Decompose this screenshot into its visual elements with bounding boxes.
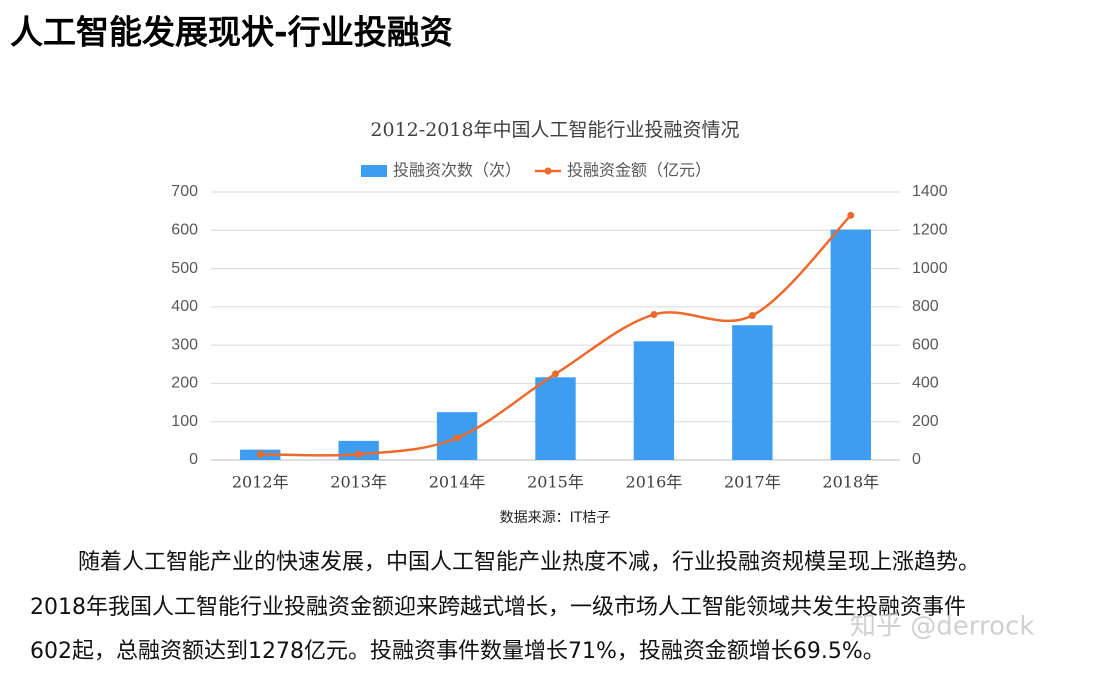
bar bbox=[732, 325, 773, 460]
x-tick-label: 2016年 bbox=[626, 473, 683, 492]
y2-tick-label: 1200 bbox=[912, 222, 948, 239]
legend-label: 投融资次数（次） bbox=[393, 161, 521, 180]
y2-tick-label: 0 bbox=[912, 451, 921, 468]
watermark: 知乎 @derrock bbox=[850, 612, 1034, 642]
slide-title: 人工智能发展现状-行业投融资 bbox=[10, 13, 453, 52]
paragraph-line: 602起，总融资额达到1278亿元。投融资事件数量增长71%，投融资金额增长69… bbox=[30, 639, 885, 664]
line-marker bbox=[748, 311, 756, 319]
y-tick-label: 500 bbox=[171, 260, 198, 277]
source: 数据来源：IT桔子 bbox=[500, 510, 611, 526]
y-tick-label: 0 bbox=[189, 451, 198, 468]
paragraph-line: 随着人工智能产业的快速发展，中国人工智能产业热度不减，行业投融资规模呈现上涨趋势… bbox=[78, 550, 980, 575]
y2-tick-label: 200 bbox=[912, 413, 939, 430]
y2-tick-label: 600 bbox=[912, 336, 939, 353]
bar bbox=[830, 229, 871, 460]
x-tick-label: 2015年 bbox=[527, 473, 584, 492]
y-tick-label: 200 bbox=[171, 375, 198, 392]
x-tick-label: 2012年 bbox=[232, 473, 289, 492]
bar bbox=[535, 377, 576, 460]
y2-tick-label: 400 bbox=[912, 375, 939, 392]
x-tick-label: 2018年 bbox=[822, 473, 879, 492]
y2-tick-label: 1000 bbox=[912, 260, 948, 277]
chart-title: 2012-2018年中国人工智能行业投融资情况 bbox=[370, 119, 739, 141]
line-marker bbox=[355, 450, 363, 458]
legend-swatch bbox=[544, 167, 552, 175]
y-tick-label: 300 bbox=[171, 336, 198, 353]
y-tick-label: 600 bbox=[171, 222, 198, 239]
line-marker bbox=[256, 450, 264, 458]
line-marker bbox=[552, 370, 559, 378]
line-marker bbox=[650, 311, 658, 319]
line-marker bbox=[453, 434, 461, 442]
y-tick-label: 400 bbox=[171, 298, 198, 315]
paragraph-line: 2018年我国人工智能行业投融资金额迎来跨越式增长，一级市场人工智能领域共发生投… bbox=[30, 595, 966, 620]
legend-swatch bbox=[361, 165, 387, 177]
line-marker bbox=[847, 211, 855, 219]
y-tick-label: 100 bbox=[171, 413, 198, 430]
y2-tick-label: 800 bbox=[912, 298, 939, 315]
x-tick-label: 2017年 bbox=[724, 473, 781, 492]
bar bbox=[633, 341, 675, 460]
y-tick-label: 700 bbox=[171, 183, 198, 200]
legend-label: 投融资金额（亿元） bbox=[567, 161, 711, 180]
x-tick-label: 2013年 bbox=[330, 473, 387, 492]
y2-tick-label: 1400 bbox=[912, 183, 948, 200]
x-tick-label: 2014年 bbox=[429, 473, 486, 492]
